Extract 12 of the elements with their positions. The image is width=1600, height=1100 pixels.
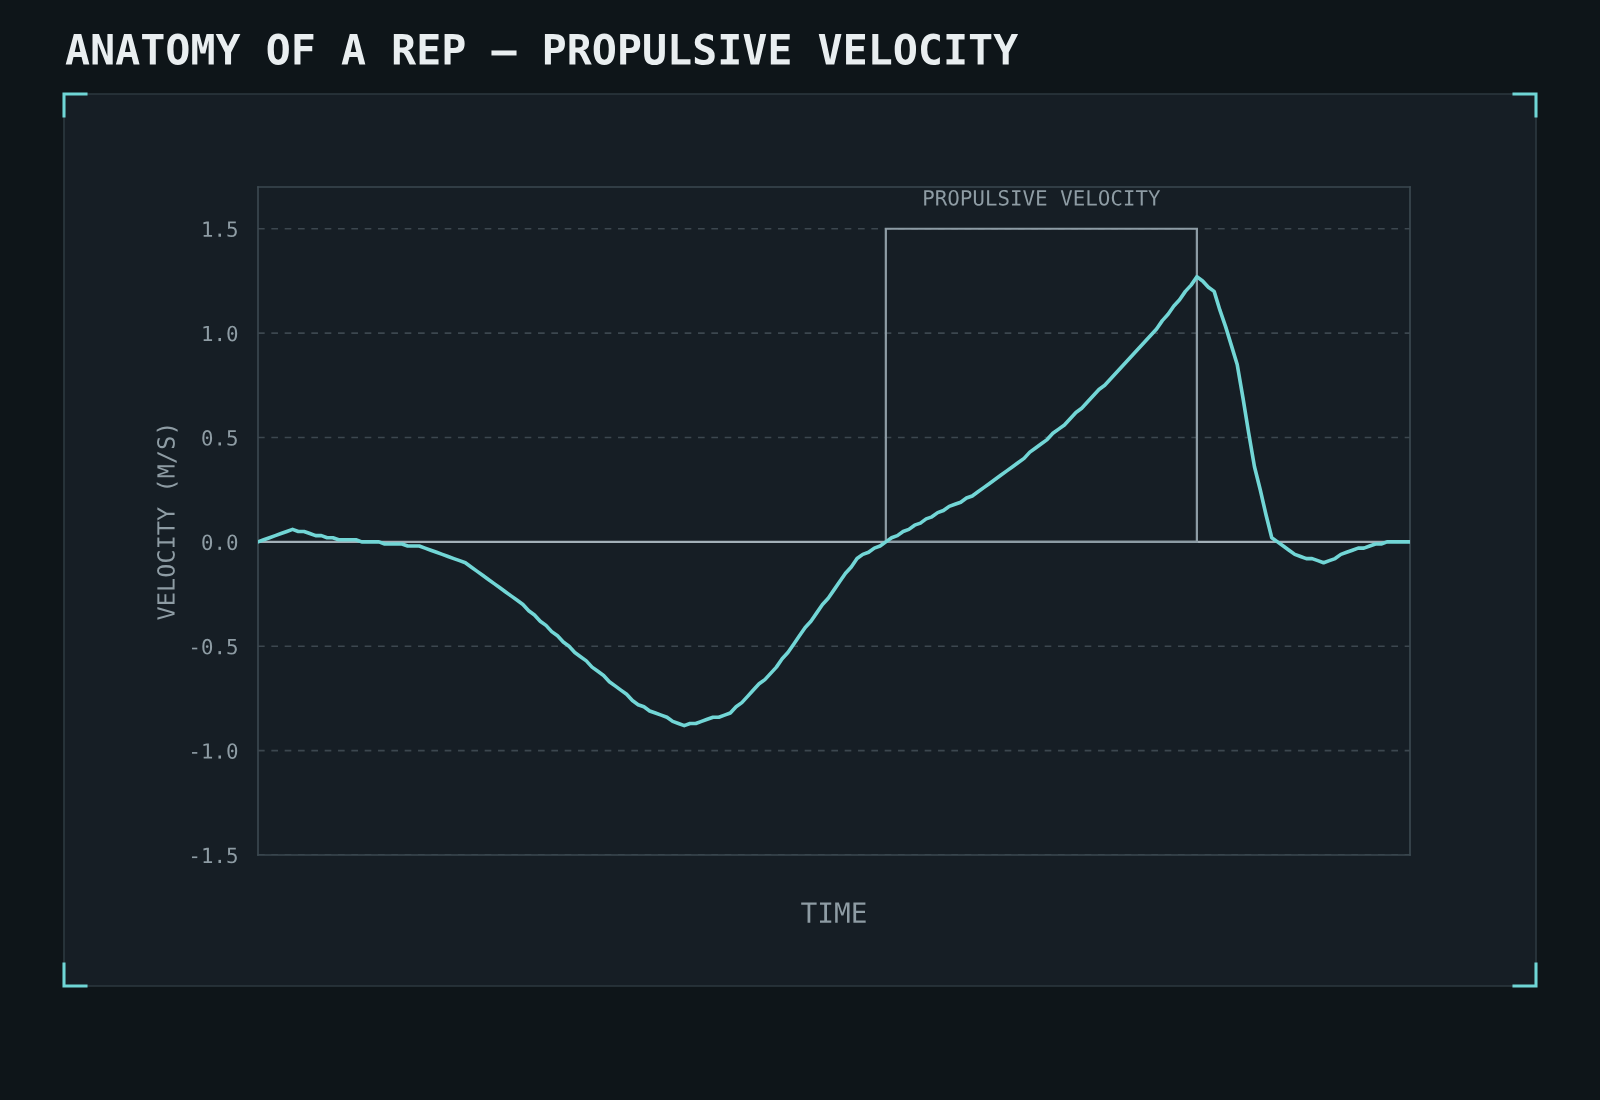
y-axis-title: VELOCITY (M/S) (156, 426, 178, 620)
y-tick-label: -1.5 (192, 847, 237, 864)
y-tick-label: -1.0 (192, 743, 238, 759)
annotation: PROPULSIVE VELOCITY (924, 189, 1161, 206)
y-tick-label: 0.5 (202, 430, 237, 446)
y-tick-label: 0.0 (202, 534, 238, 551)
y-tick-label: 1.5 (203, 221, 237, 238)
y-tick-label: -0.5 (192, 638, 237, 655)
y-tick-label: 1.0 (203, 325, 238, 342)
line-series (258, 274, 1410, 728)
x-axis-title: TIME (801, 902, 866, 923)
chart-title: ANATOMY OF A REP — PROPULSIVE VELOCITY (65, 33, 1019, 66)
